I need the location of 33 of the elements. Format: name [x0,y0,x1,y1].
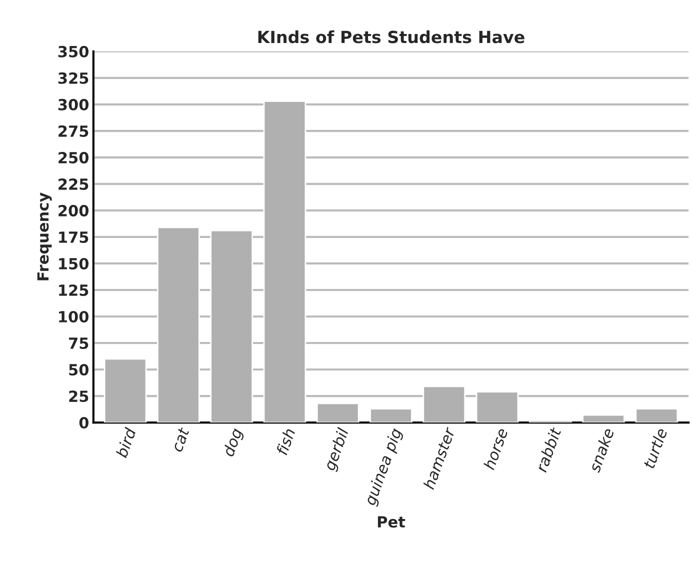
y-tick-label: 25 [69,390,88,402]
y-tick-label: 75 [69,338,88,350]
y-tick-label: 0 [79,417,89,429]
x-tick-label: snake [588,427,614,474]
x-tick-label: turtle [642,427,668,469]
y-tick-label: 250 [58,152,89,164]
bar [316,402,360,423]
bar [582,414,625,423]
y-tick-label: 325 [58,72,88,84]
chart-title: KInds of Pets Students Have [258,30,524,44]
x-tick-label: gerbil [323,426,352,472]
y-tick-label: 150 [59,258,89,270]
y-axis-title: Frequency [37,192,52,280]
x-tick-label: fish [276,428,296,456]
y-tick-label: 125 [59,284,88,296]
bar [370,408,412,423]
bar [635,408,678,423]
y-tick-label: 350 [58,46,89,58]
x-tick-label: dog [222,427,246,458]
y-tick-label: 100 [59,310,89,323]
y-tick-label: 225 [58,178,88,190]
y-tick-label: 175 [59,232,88,243]
y-tick-label: 50 [69,364,89,376]
x-tick-label: horse [482,427,508,470]
x-tick-label: guinea pig [364,427,405,508]
y-tick-label: 300 [58,98,89,110]
bar [528,420,572,423]
x-tick-label: cat [171,426,190,452]
x-axis-title: Pet [378,516,406,528]
x-tick-label: rabbit [535,426,562,473]
y-tick-label: 200 [58,204,89,216]
x-tick-label: bird [115,426,136,458]
y-tick-label: 275 [58,125,88,137]
